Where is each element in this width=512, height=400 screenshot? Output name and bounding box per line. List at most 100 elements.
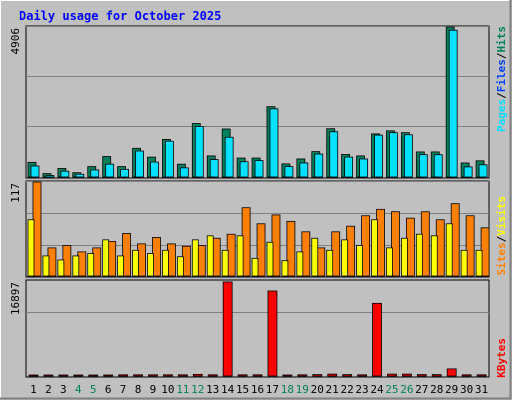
- bar-kbytes-day-29: [446, 368, 457, 377]
- bar-visits-day-5: [87, 253, 95, 277]
- day-label-27: 27: [415, 383, 428, 396]
- bar-kbytes-day-8: [133, 374, 143, 377]
- day-label-24: 24: [370, 383, 384, 396]
- day-label-6: 6: [105, 383, 112, 396]
- bar-kbytes-day-9: [148, 374, 158, 377]
- bar-kbytes-day-20: [312, 374, 323, 377]
- bar-sites-day-16: [256, 223, 266, 277]
- day-label-30: 30: [460, 383, 473, 396]
- bar-pages-day-16: [254, 160, 264, 178]
- bar-kbytes-day-25: [387, 373, 397, 377]
- bar-visits-day-12: [191, 239, 199, 277]
- day-label-3: 3: [60, 383, 67, 396]
- bar-visits-day-13: [206, 235, 214, 277]
- panel-hits-pages: [25, 25, 490, 179]
- bar-pages-day-7: [120, 168, 130, 178]
- bar-pages-day-15: [239, 161, 249, 178]
- bar-kbytes-day-22: [342, 374, 353, 377]
- bar-visits-day-26: [400, 237, 408, 277]
- bar-pages-day-11: [179, 167, 189, 178]
- bar-kbytes-day-17: [267, 290, 278, 377]
- bar-pages-day-25: [389, 132, 398, 178]
- bar-pages-day-6: [105, 163, 115, 178]
- legend-part: Visits: [495, 196, 508, 236]
- bar-pages-day-23: [359, 158, 368, 178]
- legend-part: /: [495, 235, 508, 242]
- day-label-18: 18: [281, 383, 294, 396]
- legend-part: /: [495, 52, 508, 59]
- day-label-28: 28: [430, 383, 443, 396]
- bar-visits-day-8: [132, 249, 139, 277]
- bar-kbytes-day-31: [476, 374, 487, 377]
- bar-visits-day-24: [371, 219, 378, 277]
- bar-visits-day-1: [27, 219, 35, 277]
- day-label-8: 8: [135, 383, 142, 396]
- day-label-26: 26: [400, 383, 413, 396]
- bar-visits-day-6: [102, 239, 110, 277]
- bar-kbytes-day-28: [431, 374, 442, 377]
- bar-kbytes-day-5: [88, 374, 99, 377]
- bar-pages-day-18: [284, 166, 294, 178]
- legend-part: KBytes: [495, 338, 508, 378]
- bar-pages-day-8: [135, 150, 144, 178]
- bar-pages-day-2: [45, 175, 55, 178]
- legend-middle: Sites/Visits: [495, 196, 508, 276]
- bar-visits-day-10: [162, 249, 169, 277]
- bar-kbytes-day-13: [207, 374, 218, 377]
- bar-pages-day-31: [478, 164, 488, 178]
- bar-visits-day-17: [266, 241, 274, 277]
- bar-visits-day-22: [341, 239, 349, 277]
- legend-part: Files: [495, 59, 508, 92]
- bar-sites-day-30: [465, 215, 475, 277]
- bar-pages-day-3: [60, 170, 70, 178]
- bar-pages-day-24: [374, 134, 383, 178]
- bar-visits-day-14: [221, 249, 229, 277]
- legend-part: /: [495, 92, 508, 99]
- bar-pages-day-27: [418, 154, 428, 178]
- bar-visits-day-21: [326, 249, 334, 277]
- bar-pages-day-1: [30, 165, 40, 178]
- bar-pages-day-9: [150, 161, 159, 178]
- bar-kbytes-day-18: [282, 374, 293, 377]
- bar-pages-day-5: [90, 169, 100, 178]
- legend-part: Hits: [495, 26, 508, 53]
- day-label-9: 9: [150, 383, 157, 396]
- bar-pages-day-20: [314, 153, 324, 178]
- bar-sites-day-18: [286, 220, 296, 277]
- legend-part: Sites: [495, 242, 508, 275]
- y-max-label-kbytes: 16897: [9, 282, 22, 315]
- bar-visits-day-31: [475, 249, 483, 277]
- panel-kbytes: [25, 279, 490, 378]
- bar-kbytes-day-23: [357, 374, 367, 377]
- day-label-1: 1: [30, 383, 37, 396]
- bar-kbytes-day-16: [252, 374, 263, 377]
- bar-visits-day-9: [147, 253, 154, 277]
- legend-top: Pages/Files/Hits: [495, 26, 508, 132]
- bar-kbytes-day-6: [103, 374, 114, 377]
- bar-pages-day-26: [403, 134, 413, 178]
- day-label-7: 7: [120, 383, 127, 396]
- bar-visits-day-20: [311, 237, 319, 277]
- bar-visits-day-16: [251, 257, 259, 277]
- day-label-20: 20: [311, 383, 324, 396]
- bar-visits-day-2: [42, 255, 50, 277]
- chart-title: Daily usage for October 2025: [19, 9, 221, 23]
- bar-kbytes-day-7: [118, 374, 129, 377]
- bar-pages-day-19: [299, 162, 309, 178]
- bar-kbytes-day-27: [416, 374, 427, 377]
- bar-visits-day-18: [281, 260, 289, 277]
- legend-part: Pages: [495, 99, 508, 132]
- bar-pages-day-13: [209, 159, 219, 178]
- day-label-5: 5: [90, 383, 97, 396]
- day-label-22: 22: [340, 383, 353, 396]
- bar-kbytes-day-30: [461, 374, 472, 377]
- day-label-12: 12: [191, 383, 204, 396]
- panel-visits-sites: [25, 180, 490, 278]
- bar-visits-day-11: [176, 256, 184, 277]
- x-axis-day-labels: 1 2 3 4 5 6 7 8 9 10 11 12 13 14 15 16 17 18 19 20 21 22 23 24 2…: [30, 383, 488, 396]
- bar-visits-day-27: [415, 233, 423, 277]
- bar-kbytes-day-12: [192, 373, 203, 377]
- day-label-31: 31: [475, 383, 488, 396]
